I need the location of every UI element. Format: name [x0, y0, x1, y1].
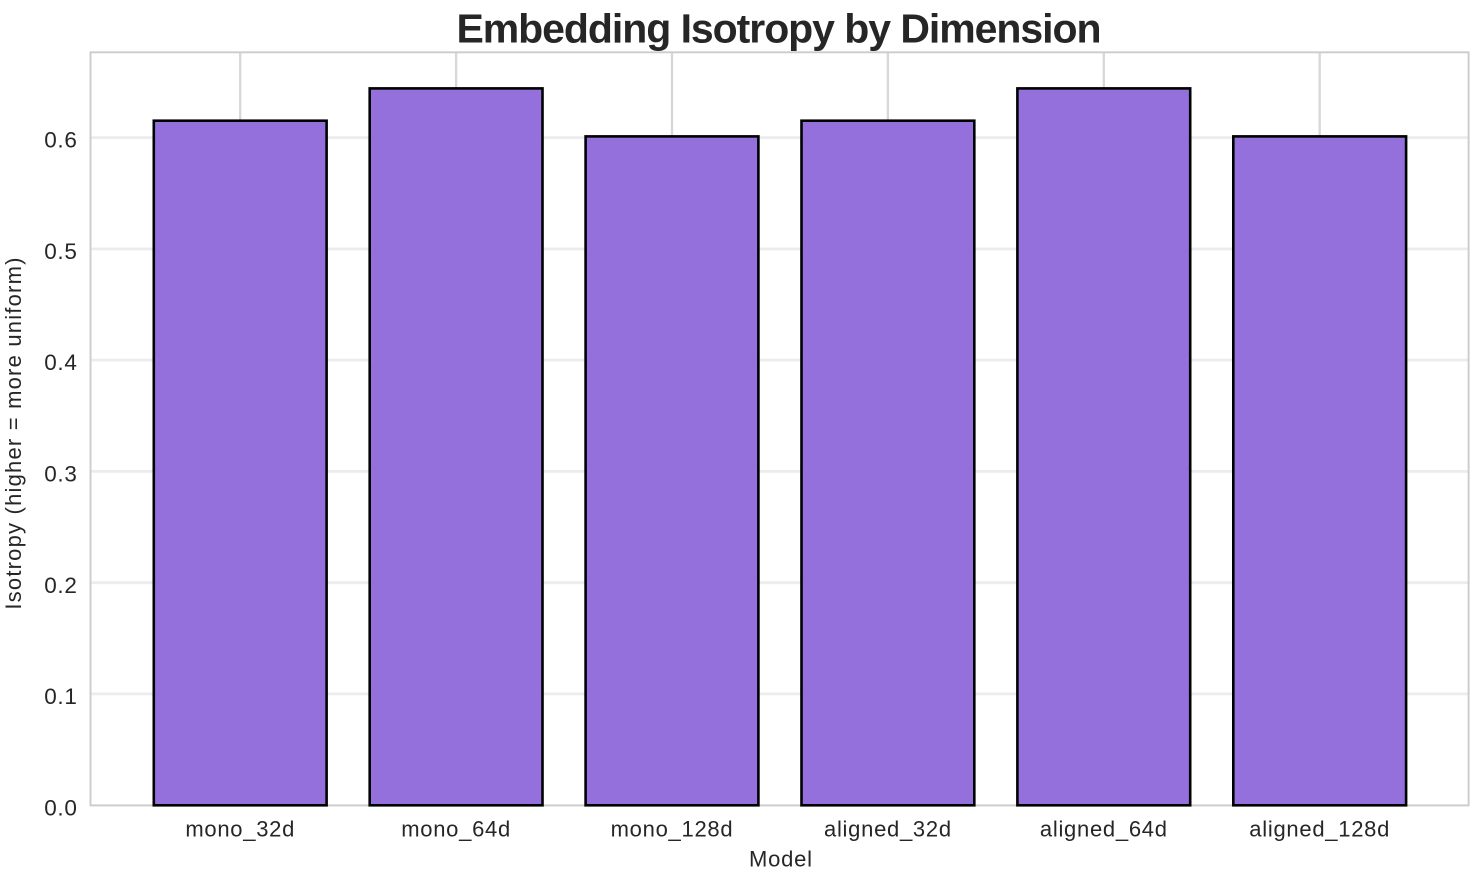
svg-text:0.5: 0.5 — [44, 239, 77, 264]
svg-text:0.1: 0.1 — [44, 684, 77, 709]
svg-text:mono_32d: mono_32d — [185, 817, 295, 842]
svg-text:0.0: 0.0 — [44, 795, 77, 820]
svg-text:mono_128d: mono_128d — [611, 817, 734, 842]
svg-text:0.2: 0.2 — [44, 573, 77, 598]
svg-text:0.3: 0.3 — [44, 462, 77, 487]
svg-text:Embedding Isotropy by Dimensio: Embedding Isotropy by Dimension — [456, 6, 1100, 52]
svg-text:aligned_128d: aligned_128d — [1249, 817, 1390, 842]
svg-text:Model: Model — [749, 847, 813, 872]
svg-text:mono_64d: mono_64d — [401, 817, 511, 842]
svg-text:0.6: 0.6 — [44, 128, 77, 153]
svg-text:Isotropy (higher = more unifor: Isotropy (higher = more uniform) — [1, 256, 26, 609]
svg-text:0.4: 0.4 — [44, 350, 77, 375]
svg-text:aligned_32d: aligned_32d — [824, 817, 952, 842]
svg-text:aligned_64d: aligned_64d — [1040, 817, 1168, 842]
